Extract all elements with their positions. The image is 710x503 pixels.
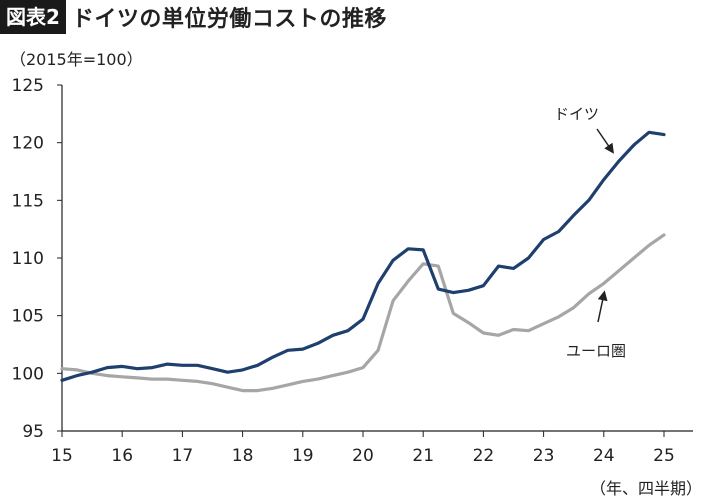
figure-title: ドイツの単位労働コストの推移	[71, 7, 387, 32]
x-tick-label: 15	[51, 446, 73, 466]
annotation-germany-arrow	[596, 128, 614, 154]
figure-title-row: 図表2 ドイツの単位労働コストの推移	[0, 0, 387, 34]
x-tick-label: 17	[172, 446, 194, 466]
x-tick-label: 19	[292, 446, 314, 466]
y-axis-unit-label: （2015年=100）	[10, 50, 143, 69]
figure-badge: 図表2	[0, 0, 66, 34]
x-tick-label: 24	[593, 446, 615, 466]
y-tick-label: 125	[12, 76, 44, 96]
annotation-eurozone-arrow	[597, 290, 608, 323]
y-tick-label: 110	[12, 249, 44, 269]
x-tick-label: 21	[412, 446, 434, 466]
x-tick-label: 16	[111, 446, 133, 466]
annotation-eurozone-label: ユーロ圏	[566, 342, 626, 360]
y-tick-label: 105	[12, 307, 44, 327]
x-axis-unit-label: （年、四半期）	[589, 479, 702, 498]
x-tick-label: 22	[473, 446, 495, 466]
y-tick-label: 115	[12, 191, 44, 211]
x-tick-label: 18	[232, 446, 254, 466]
x-tick-label: 25	[653, 446, 675, 466]
annotation-germany-label: ドイツ	[554, 105, 599, 123]
series-line-eurozone	[60, 233, 666, 393]
y-tick-label: 95	[22, 422, 44, 442]
x-tick-label: 20	[352, 446, 374, 466]
y-tick-label: 120	[12, 134, 44, 154]
y-tick-label: 100	[12, 364, 44, 384]
x-tick-label: 23	[533, 446, 555, 466]
series-line-germany	[60, 130, 666, 382]
